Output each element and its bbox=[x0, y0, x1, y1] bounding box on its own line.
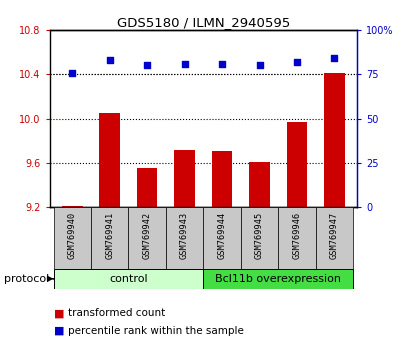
Bar bbox=[54, 269, 203, 289]
Text: protocol: protocol bbox=[4, 274, 49, 284]
Title: GDS5180 / ILMN_2940595: GDS5180 / ILMN_2940595 bbox=[117, 16, 290, 29]
Bar bbox=[203, 269, 353, 289]
Point bbox=[144, 63, 151, 68]
Text: GSM769945: GSM769945 bbox=[255, 212, 264, 259]
Bar bbox=[316, 207, 353, 269]
Bar bbox=[62, 206, 83, 207]
Text: GSM769942: GSM769942 bbox=[143, 212, 151, 259]
Bar bbox=[166, 207, 203, 269]
Text: GSM769940: GSM769940 bbox=[68, 212, 77, 259]
Text: GSM769946: GSM769946 bbox=[293, 212, 301, 259]
Bar bbox=[129, 207, 166, 269]
Point bbox=[106, 57, 113, 63]
Point bbox=[294, 59, 300, 65]
Bar bbox=[54, 207, 91, 269]
Bar bbox=[249, 162, 270, 207]
Text: Bcl11b overexpression: Bcl11b overexpression bbox=[215, 274, 341, 284]
Point bbox=[331, 56, 338, 61]
Bar bbox=[241, 207, 278, 269]
Text: GSM769944: GSM769944 bbox=[217, 212, 227, 259]
Bar bbox=[91, 207, 129, 269]
Bar bbox=[137, 169, 157, 207]
Text: GSM769941: GSM769941 bbox=[105, 212, 114, 259]
Text: GSM769943: GSM769943 bbox=[180, 212, 189, 259]
Point bbox=[181, 61, 188, 67]
Text: percentile rank within the sample: percentile rank within the sample bbox=[68, 326, 244, 336]
Text: ■: ■ bbox=[54, 308, 64, 318]
Point bbox=[219, 61, 225, 67]
Point bbox=[69, 70, 76, 75]
Bar bbox=[278, 207, 316, 269]
Point bbox=[256, 63, 263, 68]
Bar bbox=[203, 207, 241, 269]
Text: control: control bbox=[109, 274, 148, 284]
Bar bbox=[174, 150, 195, 207]
Bar bbox=[212, 151, 232, 207]
Bar bbox=[324, 73, 345, 207]
Text: transformed count: transformed count bbox=[68, 308, 166, 318]
Bar bbox=[100, 113, 120, 207]
Text: ■: ■ bbox=[54, 326, 64, 336]
Text: GSM769947: GSM769947 bbox=[330, 212, 339, 259]
Bar bbox=[287, 122, 307, 207]
